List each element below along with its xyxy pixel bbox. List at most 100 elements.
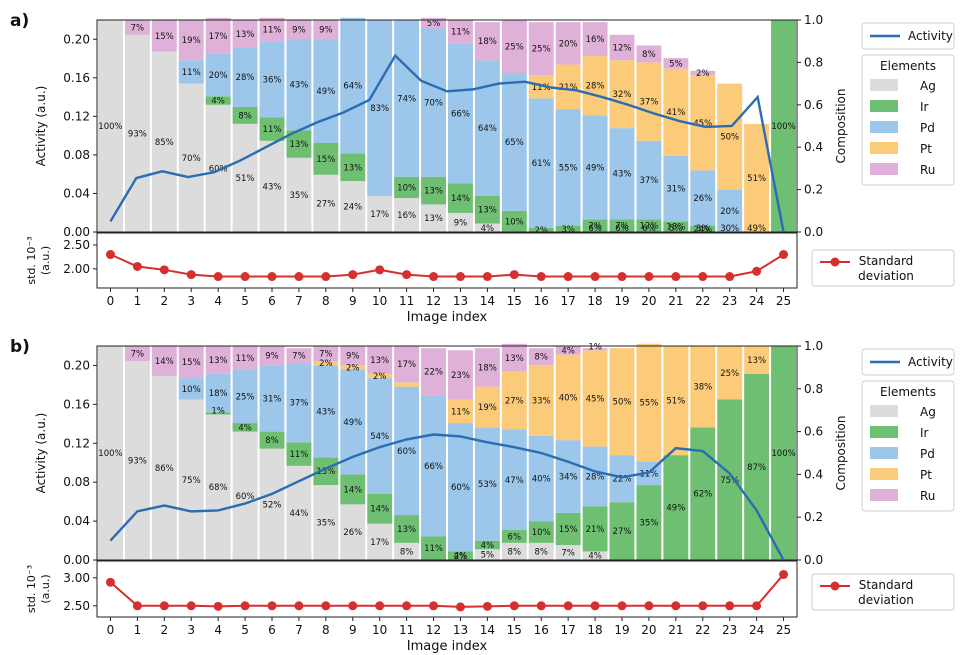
bar-segment-pd [367,20,393,196]
bar-percent-label: 1% [588,342,602,352]
bar-segment-ru [178,346,204,379]
bar-segment-pt [582,350,608,447]
bar-segment-ir [555,512,581,546]
left-axis-tick-label: 0.00 [63,225,90,239]
bar-segment-ag [394,198,420,232]
bar-percent-label: 51% [666,397,685,407]
bar-segment-ru [340,346,366,366]
bar-segment-pt [609,348,635,456]
std-axis-tick-label: 2.00 [63,262,90,276]
bar-segment-pt [717,83,743,190]
bar-percent-label: 26% [693,194,712,204]
bar-segment-pt [636,343,662,462]
x-axis-tick-label: 11 [399,623,414,637]
bar-percent-label: 25% [720,369,739,379]
bar-percent-label: 74% [397,94,416,104]
bar-segment-pt [663,346,689,456]
bar-segment-pd [555,440,581,513]
bar-percent-label: 53% [478,480,497,490]
std-point [321,272,331,282]
bar-percent-label: 4% [561,346,575,356]
legend-element-label: Ir [920,426,929,440]
std-axis-tick-label: 2.50 [63,599,90,613]
std-point [644,601,654,611]
plot-frame [96,19,798,233]
bar-percent-label: 13% [747,356,766,366]
left-axis-tick-label: 0.16 [63,71,90,85]
x-axis-tick-label: 10 [372,294,387,308]
x-axis-tick-label: 12 [426,294,441,308]
bar-segment-ru [286,20,312,40]
bar-percent-label: 13% [289,140,308,150]
bar-percent-label: 51% [236,174,255,184]
bar-percent-label: 25% [236,392,255,402]
bar-percent-label: 75% [182,476,201,486]
bar-percent-label: 86% [155,464,174,474]
bar-percent-label: 40% [532,475,551,485]
bar-percent-label: 22% [613,475,632,485]
legend-activity-label: Activity [908,29,953,43]
bar-percent-label: 13% [505,354,524,364]
bar-percent-label: 93% [128,456,147,466]
bar-percent-label: 60% [397,447,416,457]
legend-activity-box [861,22,955,50]
panel-a: a)100%93%7%85%15%70%11%19%60%4%20%17%51%… [10,11,955,325]
x-axis-tick-label: 16 [534,294,549,308]
std-line [110,253,785,278]
left-axis-tick-label: 0.12 [63,109,90,123]
bar-segment-ru [205,346,231,374]
bar-percent-label: 8% [238,111,252,121]
bar-percent-label: 54% [370,432,389,442]
x-axis-tick-label: 8 [322,294,330,308]
bar-segment-ru [501,343,527,372]
bar-percent-label: 37% [289,399,308,409]
bar-segment-ag [313,174,339,232]
right-axis-tick-label: 0.8 [804,55,823,69]
bar-percent-label: 8% [642,50,656,60]
bar-percent-label: 35% [316,519,335,529]
std-point [213,272,223,282]
legend-std-marker [830,257,840,267]
right-axis-tick-label: 0.2 [804,183,823,197]
bar-percent-label: 7% [615,222,629,232]
bar-segment-ag [259,140,285,232]
bar-percent-label: 44% [289,509,308,519]
bar-percent-label: 19% [478,403,497,413]
bar-segment-ir [501,530,527,543]
bar-percent-label: 64% [478,124,497,134]
std-plot-frame [96,232,798,289]
std-point [644,272,654,282]
bar-percent-label: 35% [639,519,658,529]
bar-percent-label: 70% [424,99,443,109]
bar-percent-label: 9% [292,26,306,36]
bar-percent-label: 11% [451,407,470,417]
legend-std-box [811,249,955,287]
x-axis-tick-label: 5 [241,294,249,308]
bar-percent-label: 5% [481,551,495,561]
x-axis-tick-label: 9 [349,294,357,308]
bar-percent-label: 12% [613,44,632,54]
x-axis-tick-label: 18 [587,623,602,637]
bar-percent-label: 1% [211,406,225,416]
bar-percent-label: 41% [666,108,685,118]
bar-percent-label: 23% [451,371,470,381]
legend-std-label: Standard [859,254,914,268]
legend-activity-box [861,348,955,376]
x-axis-tick-label: 8 [322,623,330,637]
bar-segment-ru [528,22,554,76]
bar-percent-label: 26% [343,528,362,538]
bar-segment-pt [474,386,500,428]
bar-percent-label: 20% [559,39,578,49]
x-axis-tick-label: 21 [668,623,683,637]
bar-segment-ir [232,423,258,432]
bar-segment-ir [744,373,770,560]
bar-percent-label: 19% [182,36,201,46]
bar-percent-label: 13% [316,467,335,477]
bar-segment-ag [394,542,420,560]
x-axis-tick-label: 18 [587,294,602,308]
bar-percent-label: 9% [454,218,468,228]
bar-segment-pt [663,68,689,156]
bar-percent-label: 31% [666,185,685,195]
bar-percent-label: 68% [209,483,228,493]
bar-segment-ru [609,34,635,61]
